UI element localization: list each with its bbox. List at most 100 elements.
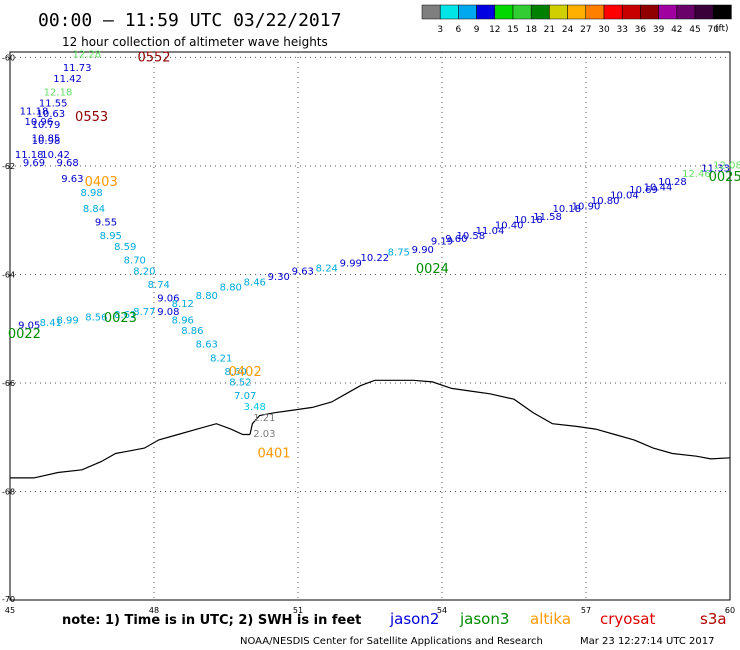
note-text: note: 1) Time is in UTC; 2) SWH is in fe… [62,613,361,628]
plot-frame [9,51,731,601]
legend-swatch [476,4,496,20]
pass-label: 0552 [137,50,170,65]
swh-value: 9.08 [157,307,179,318]
legend-swatch [494,4,514,20]
legend-swatch [640,4,659,20]
satellite-name: jason2 [389,610,439,628]
legend-label: 9 [474,25,480,35]
legend-swatch [676,4,696,20]
pass-label: 0022 [8,327,41,342]
swh-value: 9.05 [18,321,40,332]
swh-value: 9.19 [431,237,453,248]
swh-value: 10.80 [591,196,620,207]
lat-tick-label: -64 [2,270,15,279]
swh-value: 10.90 [572,201,601,212]
swh-value: 10.98 [32,136,61,147]
pass-labels: 0552 0553 0403 0402 0401 0022 0023 0024 0025 [8,50,740,461]
lat-tick-label: -66 [2,379,15,388]
satellite-name: altika [530,610,571,628]
swh-value: 10.40 [495,220,524,231]
legend-swatch [567,4,587,20]
lon-tick-label: 60 [725,606,735,615]
legend-swatch [603,4,623,20]
coastline-east [249,379,731,460]
lat-tick-label: -70 [2,595,15,604]
legend-label: 42 [671,25,682,35]
swh-value: 8.75 [388,247,410,258]
coastline-west [10,423,250,479]
swh-value: 12.46 [682,169,711,180]
swh-value: 8.46 [244,277,266,288]
swh-value: 8.98 [80,188,102,199]
swh-value: 10.63 [36,109,65,120]
legend-label: 39 [653,25,665,35]
swh-value: 8.63 [196,340,218,351]
swh-value: 9.63 [292,266,314,277]
legend-swatch [512,4,532,20]
swh-value: 8.52 [229,378,251,389]
swh-value: 8.80 [196,291,218,302]
swh-value: 9.06 [157,294,179,305]
legend-label: 6 [456,25,462,35]
swh-value: 8.56 [85,313,107,324]
swh-value: 12.08 [713,161,740,172]
swh-value: 9.68 [56,158,78,169]
timestamp-text: Mar 23 12:27:14 UTC 2017 [580,636,715,647]
swh-value: 10.96 [24,117,53,128]
legend-swatch [712,4,732,20]
lon-tick-label: 54 [437,606,447,615]
swh-value: 7.07 [234,391,256,402]
legend-label: 27 [580,25,591,35]
satellite-name: cryosat [600,610,655,628]
swh-value: 10.44 [644,182,673,193]
swh-value: 12.28 [72,49,101,60]
legend-swatch [458,4,477,20]
map-title: 00:00 – 11:59 UTC 03/22/2017 [38,10,341,31]
satellite-name: jason3 [459,610,509,628]
swh-value: 11.42 [53,74,82,85]
swh-value: 8.95 [100,231,122,242]
swh-value: 8.96 [172,315,194,326]
lon-tick-label: 45 [5,606,15,615]
swh-value: 11.33 [701,163,730,174]
swh-value: 10.22 [360,253,389,264]
satellite-name: s3a [700,610,727,628]
legend-label: 45 [689,25,700,35]
legend-label: 3 [437,25,443,35]
swh-value: 11.18 [20,106,49,117]
swh-value: 10.18 [552,204,581,215]
swh-value: 8.24 [316,264,338,275]
legend-unit: (ft) [715,24,729,34]
footer-text: NOAA/NESDIS Center for Satellite Applica… [240,636,543,647]
legend-label: 18 [525,25,537,35]
swh-value: 2.03 [253,429,275,440]
legend-label: 36 [635,25,647,35]
map-subtitle: 12 hour collection of altimeter wave hei… [62,35,328,49]
swh-value: 3.48 [244,402,266,413]
swh-value: 11.55 [39,98,68,109]
satellite-legend: jason2 jason3 altika cryosat s3a [389,610,727,628]
swh-value: 11.58 [533,212,562,223]
lon-tick-label: 57 [581,606,591,615]
swh-value: 8.21 [210,353,232,364]
graticule [10,52,730,600]
legend-label: 21 [544,25,555,35]
pass-label: 0402 [229,365,262,380]
axis-ticks: 45 48 51 54 57 60 -60 -62 -64 -66 -68 -70 [2,53,735,615]
swh-value: 10.79 [32,120,61,131]
swh-values: 12.2811.7311.4212.1811.5511.1810.6310.96… [15,49,740,440]
swh-value: 8.74 [148,280,170,291]
pass-label: 0553 [75,110,108,125]
swh-value: 10.04 [610,190,639,201]
swh-value: 11.18 [15,150,44,161]
swh-value: 9.69 [23,158,45,169]
swh-value: 10.42 [41,150,70,161]
legend-label: 24 [562,25,574,35]
legend-label: 12 [489,25,500,35]
swh-value: 8.61 [114,310,136,321]
swh-value: 11.04 [476,226,505,237]
legend-swatch [585,4,605,20]
lat-tick-label: -60 [2,53,15,62]
swh-value: 10.85 [32,134,61,145]
